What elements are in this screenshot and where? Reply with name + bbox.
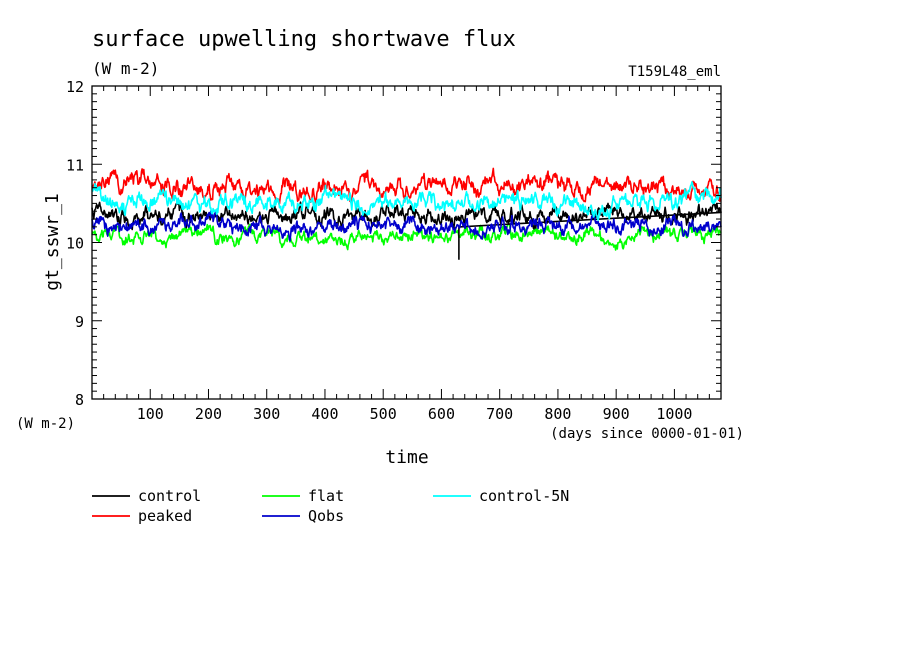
- x-ticks: 100 200 300 400 500 600 700 800 900 1000: [103, 86, 710, 423]
- y-axis-unit: (W m-2): [16, 416, 75, 432]
- x-axis-unit: (days since 0000-01-01): [550, 426, 744, 442]
- legend-label: Qobs: [308, 507, 344, 525]
- series-line-control-5n: [91, 181, 722, 221]
- x-tick-label: 900: [603, 405, 630, 423]
- x-tick-label: 600: [428, 405, 455, 423]
- series-line-peaked: [91, 167, 722, 205]
- series-line-qobs: [91, 210, 722, 242]
- x-tick-label: 700: [486, 405, 513, 423]
- y-axis-label: gt_sswr_1: [42, 193, 63, 291]
- legend-label: peaked: [138, 507, 192, 525]
- x-axis-label: time: [385, 447, 428, 468]
- legend: control peaked flat control-5N Qobs: [92, 487, 569, 525]
- x-tick-label: 300: [253, 405, 280, 423]
- legend-label: control: [138, 487, 201, 505]
- legend-label: control-5N: [479, 487, 569, 505]
- x-tick-label: 400: [311, 405, 338, 423]
- chart-subtitle: (W m-2): [92, 59, 159, 78]
- legend-label: flat: [308, 487, 344, 505]
- x-tick-label: 1000: [656, 405, 692, 423]
- run-label: T159L48_eml: [628, 64, 721, 80]
- y-tick-label: 12: [66, 78, 84, 96]
- plot-series: [91, 167, 722, 260]
- y-tick-label: 11: [66, 156, 84, 174]
- y-tick-label: 10: [66, 235, 84, 253]
- x-tick-label: 100: [137, 405, 164, 423]
- series-line-flat: [91, 223, 722, 251]
- y-tick-label: 8: [75, 391, 84, 409]
- x-tick-label: 500: [370, 405, 397, 423]
- y-ticks: 8 9 10 11 12: [66, 78, 721, 409]
- series-line-control: [91, 199, 722, 260]
- x-tick-label: 800: [544, 405, 571, 423]
- x-tick-label: 200: [195, 405, 222, 423]
- chart-title: surface upwelling shortwave flux: [92, 27, 516, 52]
- y-tick-label: 9: [75, 313, 84, 331]
